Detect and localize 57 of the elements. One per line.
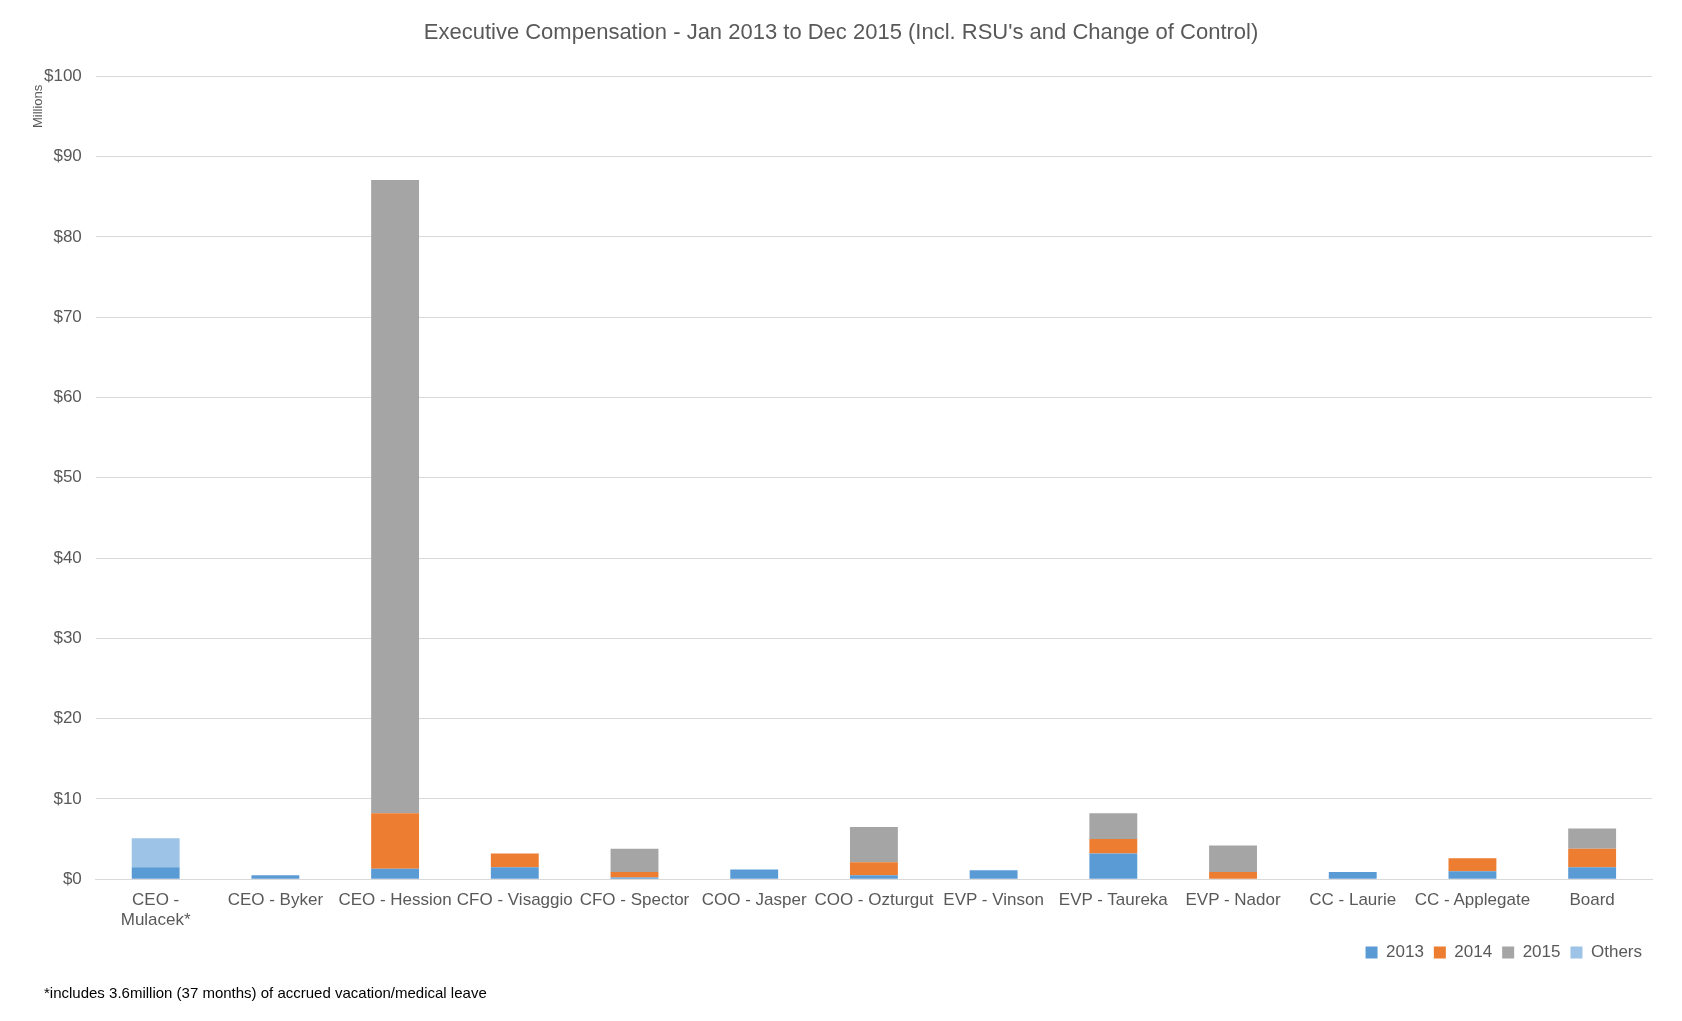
bar xyxy=(371,179,420,814)
x-tick-label: CFO - Spector xyxy=(579,890,690,910)
bar xyxy=(1209,871,1257,879)
x-tick-label: COO - Ozturgut xyxy=(814,890,934,910)
bar xyxy=(371,813,420,869)
y-tick-label: $60 xyxy=(53,387,82,407)
y-tick-label: $40 xyxy=(53,547,82,567)
bar xyxy=(490,853,539,868)
x-tick-label: COO - Jasper xyxy=(701,890,807,910)
x-tick-label: EVP - Nador xyxy=(1185,890,1281,910)
bar xyxy=(730,869,779,879)
bar xyxy=(371,868,420,879)
y-tick-label: $10 xyxy=(53,788,82,808)
legend-label: 2014 xyxy=(1454,942,1493,962)
bar xyxy=(969,870,1018,879)
y-tick-label: $20 xyxy=(53,708,82,728)
legend-label: 2013 xyxy=(1386,942,1424,962)
x-tick-label: Board xyxy=(1569,890,1615,910)
bar xyxy=(1209,845,1257,872)
y-tick-label: $50 xyxy=(53,467,82,487)
bar xyxy=(849,827,898,863)
x-tick-label: CC - Applegate xyxy=(1414,890,1531,910)
bar xyxy=(490,867,539,879)
y-axis-title: Millions xyxy=(29,84,45,129)
bar xyxy=(131,867,180,879)
bar xyxy=(1568,828,1617,849)
bar xyxy=(1448,871,1497,879)
x-tick-label: CFO - Visaggio xyxy=(456,890,573,910)
bar xyxy=(849,875,898,879)
bar xyxy=(610,848,659,872)
bar xyxy=(131,838,180,868)
bar xyxy=(251,875,300,879)
x-tick-label: EVP - Vinson xyxy=(943,890,1044,910)
legend-label: Others xyxy=(1590,942,1643,962)
y-tick-label: $30 xyxy=(53,628,82,648)
bar xyxy=(1089,813,1138,840)
y-tick-label: $100 xyxy=(43,66,82,86)
bar xyxy=(849,862,898,876)
y-tick-label: $90 xyxy=(53,146,82,166)
x-tick-label: CEO - Hession xyxy=(338,890,452,910)
x-tick-label: CEO - Byker xyxy=(227,890,324,910)
x-tick-label: EVP - Taureka xyxy=(1058,890,1169,910)
chart-title: Executive Compensation - Jan 2013 to Dec 2015 (Incl. RSU's and Change of Control) xyxy=(423,19,1259,45)
x-tick-label: CEO - Mulacek* xyxy=(120,890,192,930)
x-tick-label: CC - Laurie xyxy=(1309,890,1397,910)
bar xyxy=(1568,867,1617,879)
text: *includes 3.6million (37 months) of accrued vacation/medical leave xyxy=(44,984,487,1001)
y-tick-label: $0 xyxy=(62,868,82,888)
bar xyxy=(1089,853,1138,879)
legend-label: 2015 xyxy=(1522,942,1561,962)
y-tick-label: $80 xyxy=(53,226,82,246)
bar xyxy=(1328,871,1377,879)
bar xyxy=(610,871,659,878)
y-tick-label: $70 xyxy=(53,306,82,326)
bar xyxy=(1568,848,1617,868)
bar xyxy=(1089,839,1138,854)
bar xyxy=(1448,858,1497,872)
